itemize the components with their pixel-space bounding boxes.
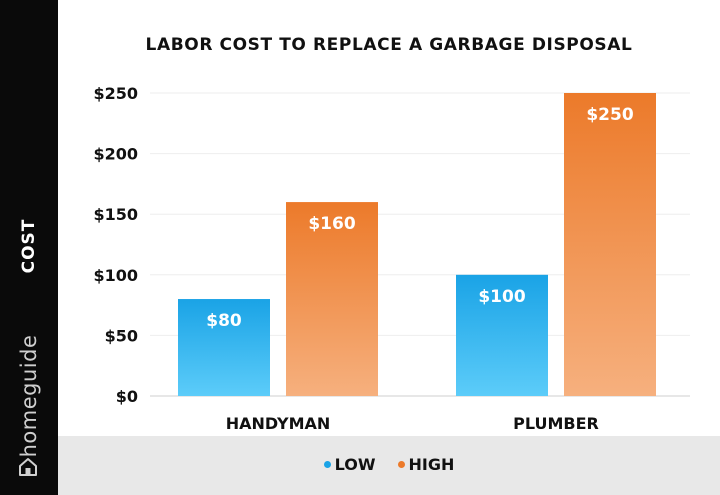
y-tick-label: $200 [93,145,138,164]
y-tick-label: $50 [105,326,138,345]
y-tick-label: $100 [93,266,138,285]
bar-low-plumber [456,274,548,396]
bar-value-label: $250 [586,105,633,125]
sidebar-band [0,0,58,495]
legend-dot-low [323,461,331,468]
chart-title: LABOR COST TO REPLACE A GARBAGE DISPOSAL [145,35,633,55]
legend-label-low: LOW [334,455,376,474]
legend-item-high: HIGH [397,455,455,474]
bar-chart: $0 $50 $100 $150 $200 $250 $80 $160 HANDYMAN $100… [93,84,690,433]
bar-low-handyman [178,299,270,396]
y-tick-label: $250 [93,84,138,103]
y-tick-label: $150 [93,205,138,224]
x-category-label: PLUMBER [513,414,599,433]
legend-band: LOW HIGH [58,436,720,495]
home-icon [19,458,37,476]
x-category-label: HANDYMAN [226,414,331,433]
bar-high-handyman [286,202,378,396]
legend-dot-high [397,461,405,468]
bar-value-label: $100 [478,287,525,307]
y-tick-label: $0 [116,387,138,406]
legend: LOW HIGH [58,455,720,474]
bar-value-label: $80 [206,311,242,331]
legend-item-low: LOW [323,455,376,474]
legend-label-high: HIGH [408,455,455,474]
bar-value-label: $160 [308,214,355,234]
bar-high-plumber [564,93,656,396]
